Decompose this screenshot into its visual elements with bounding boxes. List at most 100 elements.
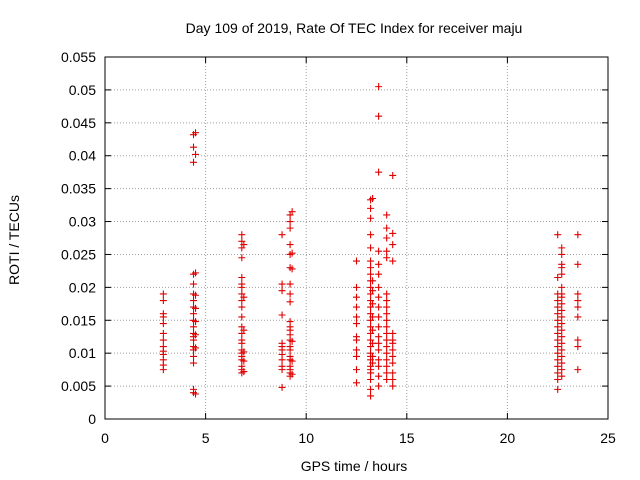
data-point [190, 158, 198, 166]
data-point [389, 359, 397, 367]
y-axis-label: ROTI / TECUs [6, 195, 22, 285]
data-point [240, 368, 248, 376]
data-point [383, 290, 391, 298]
data-point [558, 300, 566, 308]
data-point [190, 297, 198, 305]
data-point [353, 352, 360, 360]
data-point [278, 287, 286, 295]
data-point [558, 346, 566, 354]
data-point [383, 362, 391, 370]
data-point [389, 241, 397, 249]
data-point [554, 316, 562, 324]
data-point [240, 241, 248, 249]
data-point [159, 329, 167, 337]
data-point [383, 303, 391, 311]
data-point [288, 370, 296, 378]
data-point [353, 346, 360, 354]
data-point [190, 280, 198, 288]
data-point [375, 313, 383, 321]
data-point [286, 362, 294, 370]
data-point [367, 231, 375, 239]
data-point [367, 376, 375, 384]
data-point [558, 333, 566, 341]
y-tick-label: 0.02 [69, 279, 96, 295]
data-point [574, 343, 582, 351]
y-tick-label: 0.025 [61, 246, 96, 262]
x-tick-label: 25 [600, 430, 616, 446]
data-point [238, 336, 246, 344]
y-tick-label: 0.04 [69, 148, 96, 164]
data-point [286, 280, 294, 288]
data-point [369, 195, 377, 203]
x-tick-label: 0 [101, 430, 109, 446]
data-point [574, 297, 582, 305]
data-point [286, 298, 294, 306]
data-point [574, 366, 582, 374]
x-tick-label: 20 [500, 430, 516, 446]
data-point [369, 300, 377, 308]
data-point [367, 244, 375, 252]
data-point [353, 283, 360, 291]
data-point [574, 303, 582, 311]
data-point [353, 333, 360, 341]
data-point [278, 362, 286, 370]
data-point [190, 310, 198, 318]
y-tick-label: 0.055 [61, 49, 96, 65]
data-point [375, 323, 383, 331]
y-tick-label: 0.03 [69, 214, 96, 230]
data-point [278, 311, 286, 319]
data-point [192, 291, 200, 299]
data-point [240, 348, 248, 356]
data-point [375, 260, 383, 268]
data-point [574, 336, 582, 344]
data-point [192, 344, 200, 352]
data-point [375, 382, 383, 390]
data-point [238, 313, 246, 321]
data-point [159, 320, 167, 328]
data-point [240, 293, 248, 301]
data-point [389, 382, 397, 390]
data-point [375, 346, 383, 354]
data-point [558, 372, 566, 380]
y-tick-label: 0.015 [61, 312, 96, 328]
data-point [558, 320, 566, 328]
data-point [353, 293, 360, 301]
data-point [286, 224, 294, 232]
data-point [367, 214, 375, 222]
data-point [574, 290, 582, 298]
data-point [190, 352, 198, 360]
data-point [375, 112, 383, 120]
data-point [286, 318, 294, 326]
y-tick-label: 0.035 [61, 181, 96, 197]
x-axis-label: GPS time / hours [301, 458, 408, 474]
data-point [389, 352, 397, 360]
data-point [554, 376, 562, 384]
data-point [353, 303, 360, 311]
data-point [375, 247, 383, 255]
data-point [383, 369, 391, 377]
data-point [554, 349, 562, 357]
data-point [383, 316, 391, 324]
data-point [375, 83, 383, 91]
data-point [288, 337, 296, 345]
data-point [192, 390, 200, 398]
data-point [288, 208, 296, 216]
data-point [558, 250, 566, 258]
data-point [558, 260, 566, 268]
data-point [192, 129, 200, 137]
data-point [574, 313, 582, 321]
data-point [558, 306, 566, 314]
data-point [190, 143, 198, 151]
data-point [389, 229, 397, 237]
data-point [389, 346, 397, 354]
data-point [558, 270, 566, 278]
data-point [554, 310, 562, 318]
data-point [558, 366, 566, 374]
data-point [554, 231, 562, 239]
data-point [375, 270, 383, 278]
data-point [278, 231, 286, 239]
data-point [159, 336, 167, 344]
data-point [369, 313, 377, 321]
data-point [558, 290, 566, 298]
